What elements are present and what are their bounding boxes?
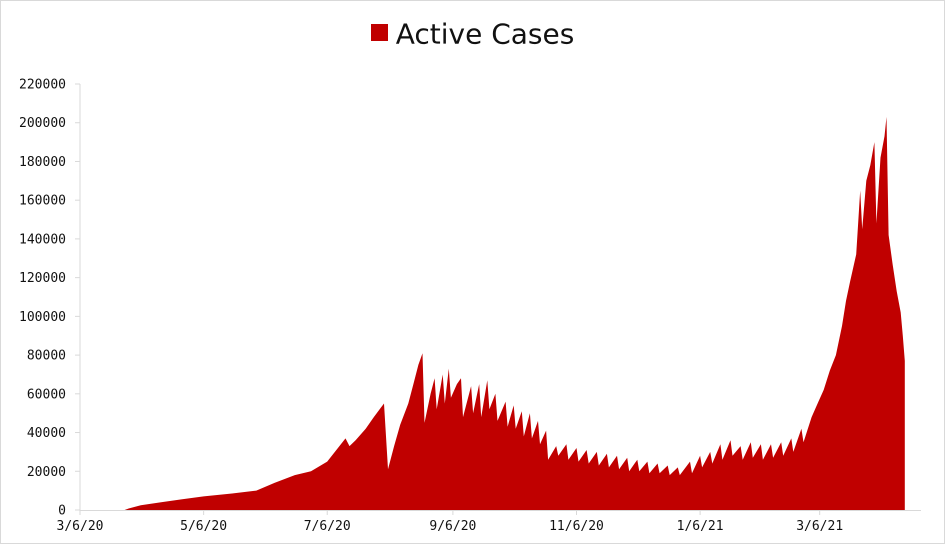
x-tick-label: 7/6/20 [304,519,351,534]
x-tick-label: 3/6/21 [796,519,843,534]
x-tick-label: 3/6/20 [57,519,104,534]
y-tick-label: 140000 [19,232,66,247]
y-tick-label: 120000 [19,271,66,286]
y-tick-label: 200000 [19,116,66,131]
x-tick-label: 5/6/20 [180,519,227,534]
y-tick-label: 20000 [27,465,66,480]
y-tick-label: 80000 [27,349,66,364]
legend: Active Cases [0,16,945,51]
x-tick-label: 11/6/20 [549,519,604,534]
y-tick-label: 0 [58,504,66,519]
legend-label: Active Cases [395,17,575,51]
legend-swatch [370,23,388,41]
plot-area [80,116,905,511]
y-tick-label: 100000 [19,310,66,325]
y-tick-label: 160000 [19,194,66,209]
y-tick-label: 60000 [27,387,66,402]
y-tick-label: 40000 [27,426,66,441]
y-tick-label: 220000 [19,78,66,93]
x-tick-label: 1/6/21 [677,519,724,534]
area-series-active-cases [80,116,905,511]
x-tick-label: 9/6/20 [429,519,476,534]
axes: 0 20000 40000 60000 80000 100000 120000 140000 1… [19,78,921,534]
y-tick-label: 180000 [19,155,66,170]
